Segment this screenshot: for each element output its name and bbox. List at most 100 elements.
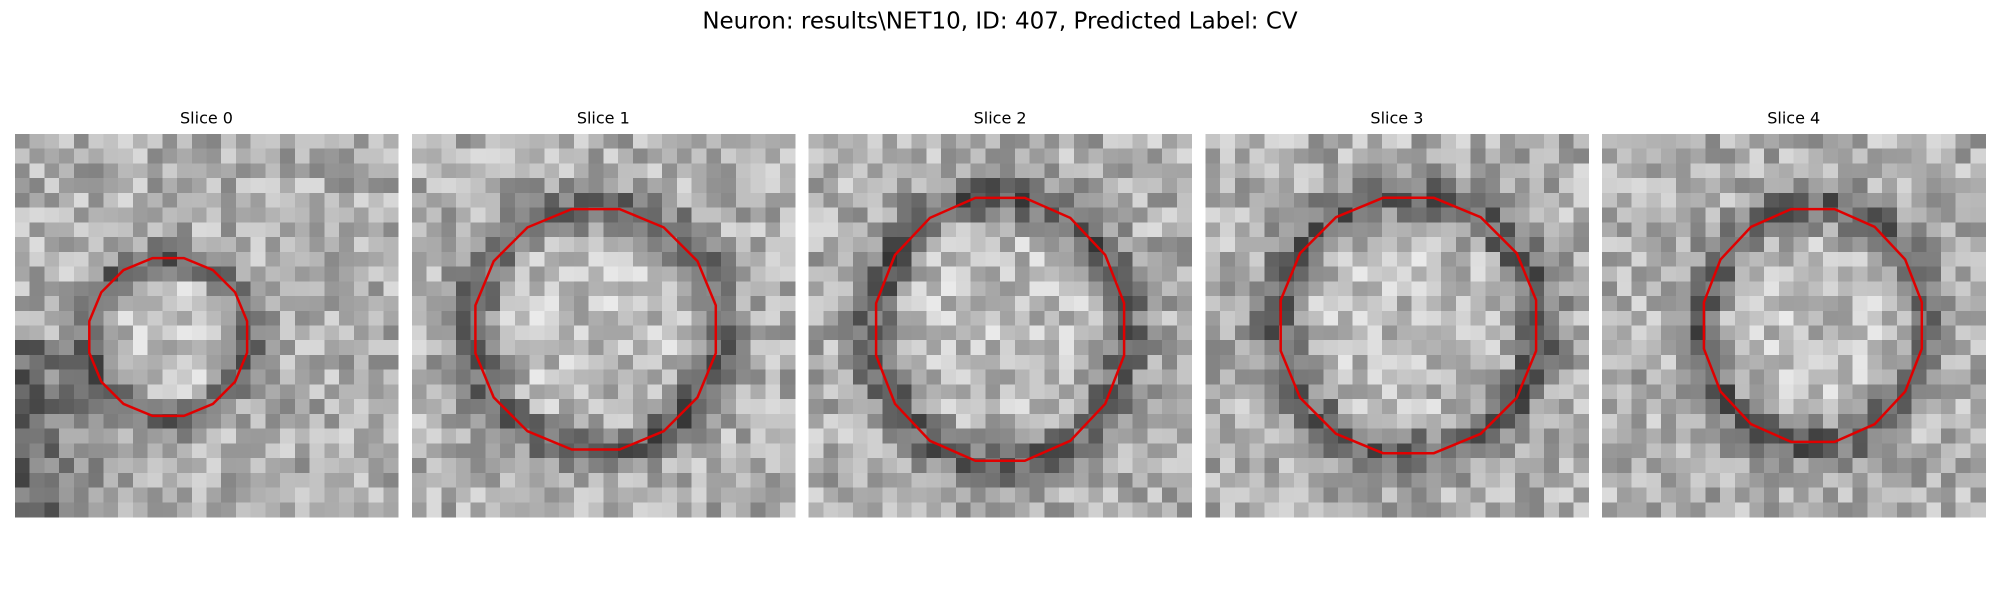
pixel [780,325,796,341]
pixel [1646,148,1662,165]
pixel [882,207,898,223]
pixel [823,178,839,194]
pixel [573,134,590,150]
pixel [1852,192,1868,209]
pixel [88,384,104,400]
pixel [632,458,649,474]
pixel [1646,428,1662,444]
pixel [280,178,296,194]
pixel [765,472,781,489]
pixel [1602,413,1618,430]
pixel [177,296,193,312]
pixel [706,192,722,209]
pixel [1734,222,1751,238]
pixel [1220,281,1236,297]
pixel [1470,178,1486,194]
pixel [1675,178,1692,194]
pixel [1426,399,1442,415]
pixel [1382,296,1398,312]
pixel [1029,428,1045,444]
pixel [896,148,913,165]
pixel [1823,502,1839,518]
pixel [162,472,178,489]
pixel [191,487,208,503]
pixel [1059,502,1075,518]
pixel [44,134,60,150]
pixel [1103,428,1119,444]
pixel [1323,369,1339,386]
pixel [1367,266,1383,282]
pixel [191,502,208,518]
pixel [1852,399,1868,415]
pixel [1249,443,1265,459]
pixel [59,413,75,430]
pixel [514,251,531,268]
pixel [735,281,752,297]
pixel [1544,369,1560,386]
pixel [1690,443,1706,459]
pixel [59,296,75,312]
pixel [1616,134,1633,150]
pixel [544,354,560,371]
pixel [411,266,428,282]
pixel [15,134,31,150]
pixel [250,413,267,430]
pixel [1690,281,1706,297]
pixel [1264,428,1280,444]
pixel [1764,458,1780,474]
pixel [206,192,222,209]
pixel [852,281,869,297]
pixel [1132,148,1149,165]
pixel [1955,384,1972,400]
pixel [1616,384,1633,400]
pixel [544,266,560,282]
pixel [1500,472,1516,489]
pixel [632,266,649,282]
pixel [485,178,501,194]
pixel [1529,266,1545,282]
pixel [1367,325,1383,341]
pixel [1205,266,1221,282]
pixel [1337,163,1354,179]
pixel [1558,148,1575,165]
pixel [1088,266,1104,282]
pixel [1029,178,1045,194]
pixel [368,472,384,489]
pixel [1955,163,1972,179]
pixel [1103,340,1119,356]
pixel [280,472,296,489]
pixel [1396,251,1413,268]
pixel [177,487,193,503]
pixel [647,502,663,518]
pixel [1279,148,1295,165]
pixel [735,163,752,179]
pixel [1911,251,1927,268]
pixel [867,148,883,165]
pixel [88,222,104,238]
pixel [662,472,678,489]
pixel [647,148,663,165]
pixel [808,163,824,179]
pixel [1147,222,1163,238]
pixel [29,296,46,312]
pixel [1602,487,1618,503]
pixel [1720,340,1736,356]
pixel [132,281,149,297]
pixel [1837,134,1854,150]
pixel [896,443,913,459]
pixel [1293,472,1310,489]
pixel [1720,281,1736,297]
pixel [1455,266,1472,282]
pixel [15,325,31,341]
pixel [618,399,634,415]
pixel [808,472,824,489]
panel-title: Slice 1 [577,109,630,128]
pixel [470,178,487,194]
pixel [1573,207,1589,223]
pixel [1837,487,1854,503]
pixel [1455,443,1472,459]
pixel [1470,399,1486,415]
pixel [1396,458,1413,474]
pixel [1234,369,1251,386]
